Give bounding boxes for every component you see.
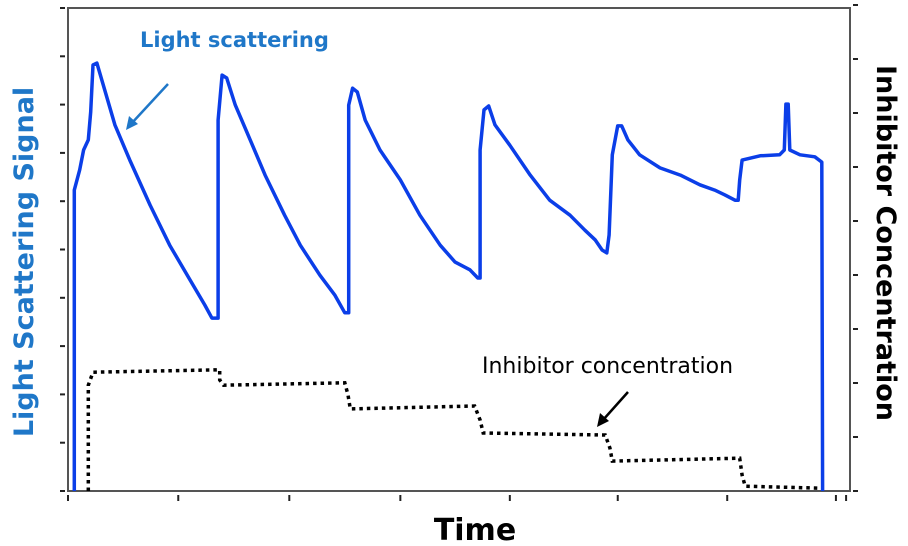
x-ticks [67,495,848,501]
arrow-icon [597,391,629,427]
left-y-ticks [60,7,65,492]
y-axis-label-right: Inhibitor Concentration [870,65,901,421]
y-axis-label-left: Light Scattering Signal [9,87,40,437]
x-axis-label: Time [434,513,516,546]
arrow-icon [126,83,169,130]
series-light-scattering [72,61,825,492]
annotation-inhibitor: Inhibitor concentration [482,354,733,379]
right-y-ticks [853,4,858,492]
series-inhibitor-concentration [86,368,818,491]
plot-frame [67,7,851,492]
annotation-light-scattering: Light scattering [140,28,329,52]
series-layer [72,61,825,492]
